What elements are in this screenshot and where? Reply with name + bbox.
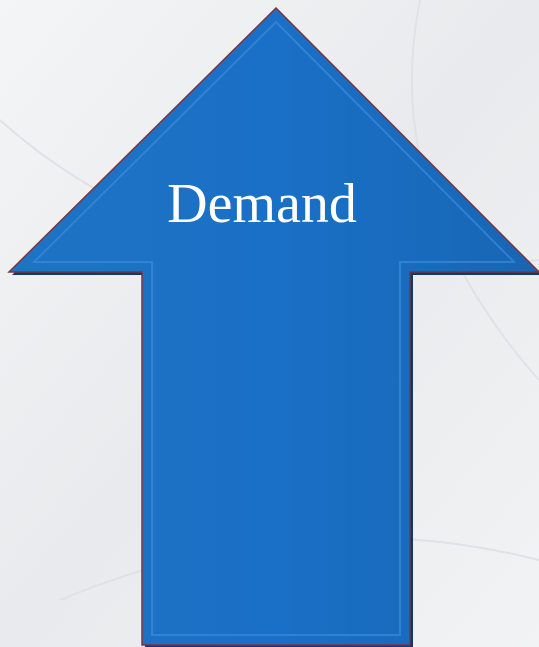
arrow-label: Demand — [167, 173, 357, 235]
arrow-bevel — [31, 20, 517, 636]
arrow — [7, 6, 539, 646]
